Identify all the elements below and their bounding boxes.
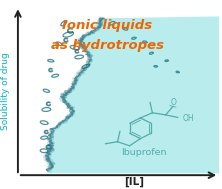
- Text: Ibuprofen: Ibuprofen: [121, 147, 167, 156]
- Text: Ionic liquids: Ionic liquids: [62, 19, 152, 32]
- Text: O: O: [170, 98, 176, 108]
- Polygon shape: [48, 16, 219, 173]
- Text: [IL]: [IL]: [124, 177, 144, 187]
- Text: OH: OH: [183, 115, 195, 123]
- Text: Solubility of drug: Solubility of drug: [1, 52, 10, 130]
- Text: as hydrotropes: as hydrotropes: [51, 39, 164, 52]
